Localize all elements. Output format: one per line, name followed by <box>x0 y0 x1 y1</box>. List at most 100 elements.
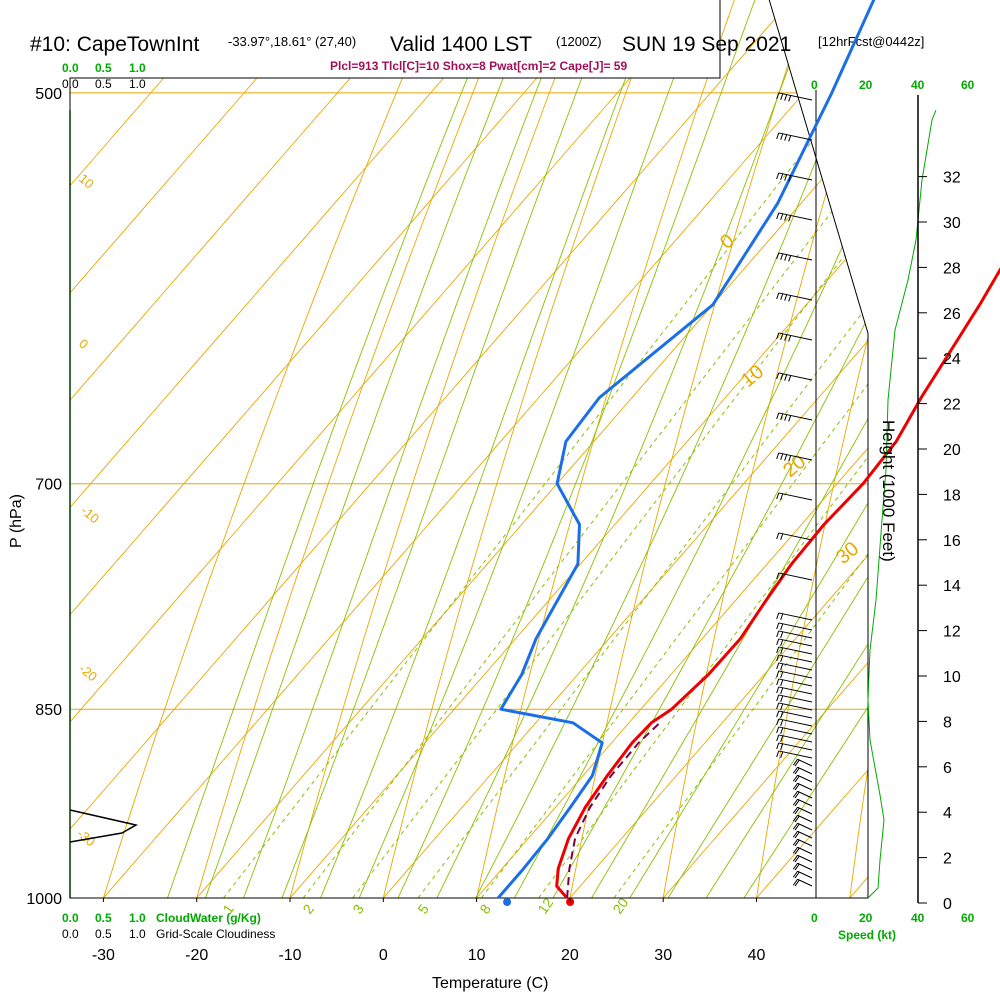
barb-feather <box>780 647 784 654</box>
isotherm-line <box>662 0 868 899</box>
barb-feather <box>776 492 780 500</box>
wind-barb <box>792 854 813 863</box>
barb-staff <box>797 822 813 831</box>
barb-staff <box>797 758 813 767</box>
barb-feather <box>784 294 788 301</box>
barb-feather <box>784 214 788 221</box>
barb-feather <box>794 791 800 799</box>
wind-barb <box>776 750 813 759</box>
isotherm-line <box>569 0 868 899</box>
barb-feather <box>788 335 792 342</box>
barb-feather <box>784 174 788 181</box>
top-cloudiness-0: 0.0 <box>62 77 79 91</box>
barb-staff <box>797 838 813 847</box>
barb-staff <box>797 878 813 887</box>
barb-feather <box>788 415 792 422</box>
barb-staff <box>778 678 813 687</box>
barb-staff <box>797 798 813 807</box>
barb-staff <box>778 412 813 421</box>
wind-barb <box>776 332 813 342</box>
moist-adiabat-line <box>632 0 868 899</box>
height-tick-label: 26 <box>943 306 961 323</box>
barb-feather <box>776 694 780 702</box>
barb-feather <box>776 662 780 670</box>
top-cloudwater-2: 1.0 <box>129 61 146 75</box>
wind-barb <box>776 172 813 182</box>
utc-time: (1200Z) <box>556 34 602 49</box>
y-axis-title: P (hPa) <box>8 494 25 548</box>
station-title: #10: CapeTownInt <box>30 33 199 56</box>
barb-feather <box>792 830 798 838</box>
height-tick-label: 6 <box>943 760 952 777</box>
barb-feather <box>776 734 780 742</box>
wind-barb <box>776 718 813 727</box>
barb-feather <box>788 375 792 382</box>
mixing-ratio-label: 8 <box>476 901 494 917</box>
barb-feather <box>794 767 800 775</box>
barb-feather <box>776 172 780 180</box>
barb-staff <box>797 862 813 871</box>
barb-feather <box>776 452 780 460</box>
barb-feather <box>780 711 784 718</box>
stability-indices: Plcl=913 Tlcl[C]=10 Shox=8 Pwat[cm]=2 Ca… <box>330 59 627 73</box>
barb-staff <box>778 686 813 695</box>
wind-barb <box>776 734 813 743</box>
barb-feather <box>776 532 780 540</box>
x-axis-title: Temperature (C) <box>432 975 548 992</box>
isotherm-line <box>70 0 868 899</box>
barb-feather <box>776 686 780 694</box>
barb-feather <box>784 414 788 421</box>
barb-feather <box>780 373 784 380</box>
barb-feather <box>794 807 800 815</box>
pressure-tick-label: 1000 <box>26 891 62 908</box>
barb-feather <box>788 135 792 142</box>
barb-feather <box>792 846 798 854</box>
moist-adiabat-line <box>296 0 868 899</box>
barb-staff <box>778 172 813 181</box>
wind-barb <box>792 814 813 823</box>
mixing-ratio-label: 2 <box>299 901 317 917</box>
barb-feather <box>776 252 780 260</box>
barb-feather <box>788 255 792 262</box>
barb-feather <box>792 798 798 806</box>
barb-feather <box>776 638 780 646</box>
barb-feather <box>788 175 792 182</box>
top-cloudiness-2: 1.0 <box>129 77 146 91</box>
barb-feather <box>788 95 792 102</box>
top-speed-20: 20 <box>859 78 873 92</box>
barb-feather <box>780 453 784 460</box>
barb-staff <box>778 718 813 727</box>
height-axis-title: Height (1000 Feet) <box>879 420 898 562</box>
pressure-tick-label: 850 <box>35 702 62 719</box>
axes: 0246810121416182022242628303225030040050… <box>26 86 961 964</box>
height-tick-label: 14 <box>943 578 961 595</box>
barb-feather <box>776 572 780 580</box>
moist-adiabat-line <box>221 0 868 899</box>
barb-feather <box>780 133 784 140</box>
barb-feather <box>780 413 784 420</box>
mixing-ratio-line <box>480 0 868 899</box>
moist-adiabat-line <box>706 0 868 899</box>
moist-adiabat-line <box>445 0 868 899</box>
wind-barb <box>792 870 813 879</box>
barb-feather <box>776 292 780 300</box>
barb-feather <box>780 93 784 100</box>
dry-adiabat-line <box>463 0 868 899</box>
temperature-tick-label: 30 <box>654 947 672 964</box>
wind-barb <box>792 774 813 783</box>
isotherm-line <box>382 0 868 899</box>
barb-feather <box>780 333 784 340</box>
height-tick-label: 4 <box>943 805 952 822</box>
barb-feather <box>776 718 780 726</box>
barb-feather <box>794 815 800 823</box>
wind-barb <box>776 662 813 671</box>
wind-barb <box>776 630 813 639</box>
barb-feather <box>792 774 798 782</box>
barb-feather <box>780 213 784 220</box>
barb-feather <box>794 839 800 847</box>
barb-feather <box>776 630 780 638</box>
barb-feather <box>780 751 784 758</box>
bottom-cloudiness-1: 0.5 <box>95 927 112 941</box>
barb-feather <box>792 758 798 766</box>
barb-feather <box>794 823 800 831</box>
